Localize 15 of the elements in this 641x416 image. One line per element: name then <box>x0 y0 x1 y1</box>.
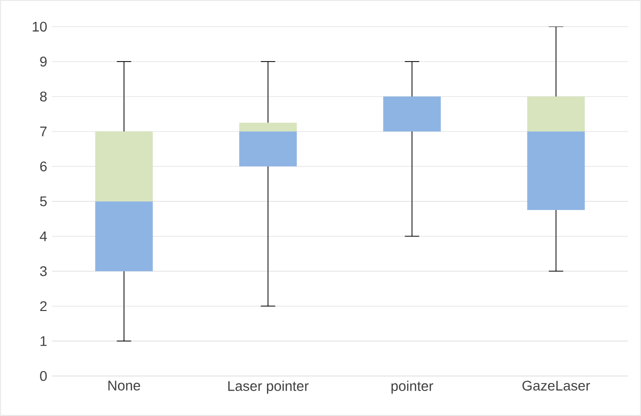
y-tick-label: 10 <box>32 22 47 32</box>
y-tick-label: 2 <box>40 301 47 312</box>
y-tick-label: 8 <box>40 92 47 102</box>
x-tick-label: GazeLaser <box>522 380 590 391</box>
y-tick-label: 3 <box>40 266 47 276</box>
y-tick-label: 4 <box>40 231 47 242</box>
y-tick-label: 7 <box>40 126 47 136</box>
y-tick-label: 1 <box>40 336 47 346</box>
y-tick-label: 6 <box>40 161 47 172</box>
x-tick-label: Laser pointer <box>228 380 309 394</box>
y-tick-label: 5 <box>40 196 47 206</box>
x-tick-label: pointer <box>392 380 434 394</box>
x-tick-label: None <box>108 380 140 390</box>
y-tick-label: 0 <box>40 371 47 381</box>
y-tick-label: 9 <box>40 56 47 67</box>
